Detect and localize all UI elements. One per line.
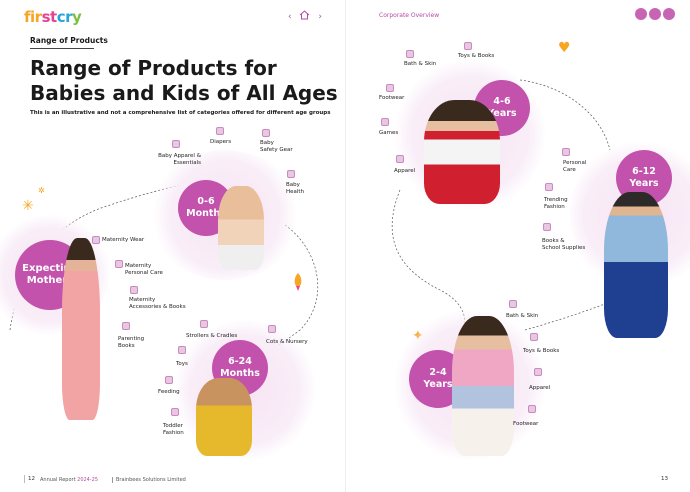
rocket-icon <box>290 272 306 296</box>
section-label: Range of Products <box>30 36 108 45</box>
baby-apparel-icon <box>172 140 180 148</box>
mother-photo <box>62 238 100 420</box>
category-label: Footwear <box>513 421 539 427</box>
books-icon <box>122 322 130 330</box>
category-label: Maternity Personal Care <box>125 263 163 276</box>
footer-company: Brainbees Solutions Limited <box>116 477 186 483</box>
sparkle-icon: ✳ <box>22 198 34 214</box>
right-page-number: 13 <box>661 476 668 482</box>
firstcry-logo: firstcry <box>24 8 82 26</box>
apparel-icon <box>534 368 542 376</box>
sparkle-icon: ✲ <box>38 186 45 195</box>
footwear-icon <box>386 84 394 92</box>
footwear-icon <box>528 405 536 413</box>
cots-icon <box>268 325 276 333</box>
diapers-icon <box>216 127 224 135</box>
category-label: Cots & Nursery <box>266 339 308 345</box>
category-label: Toys & Books <box>458 53 495 59</box>
page-icon-group <box>635 8 675 20</box>
maternity-wear-icon <box>92 236 100 244</box>
footer-rule <box>24 475 25 483</box>
search-icon[interactable] <box>649 8 661 20</box>
footer-separator <box>112 477 113 483</box>
sun-icon[interactable] <box>635 8 647 20</box>
toys-icon <box>178 346 186 354</box>
category-label: Baby Apparel & Essentials <box>158 153 201 166</box>
category-label: Trending Fashion <box>544 197 568 210</box>
category-label: Parenting Books <box>118 336 145 349</box>
personal-care-icon <box>115 260 123 268</box>
accessories-icon <box>130 286 138 294</box>
strollers-icon <box>200 320 208 328</box>
toys-books-icon <box>464 42 472 50</box>
next-page-arrow[interactable]: › <box>318 12 322 22</box>
category-label: Personal Care <box>563 160 587 173</box>
section-underline <box>30 48 94 49</box>
boy-photo <box>604 192 668 338</box>
page-fold <box>345 0 346 492</box>
fashion-icon <box>545 183 553 191</box>
category-label: Books & School Supplies <box>542 238 586 251</box>
apparel-icon <box>396 155 404 163</box>
footer-report: Annual Report 2024-25 <box>40 477 99 483</box>
page-title: Range of Products for Babies and Kids of… <box>30 56 338 105</box>
bath-icon <box>406 50 414 58</box>
category-label: Toddler Fashion <box>163 423 184 436</box>
page-subtitle: This is an illustrative and not a compre… <box>30 110 331 116</box>
category-label: Diapers <box>210 139 232 145</box>
toys-books-icon <box>530 333 538 341</box>
personal-care-icon <box>562 148 570 156</box>
category-label: Bath & Skin <box>506 313 539 319</box>
home-icon[interactable] <box>299 10 310 23</box>
category-label: Footwear <box>379 95 405 101</box>
menu-icon[interactable] <box>663 8 675 20</box>
toddler-photo <box>196 378 252 456</box>
school-supplies-icon <box>543 223 551 231</box>
category-label: Apparel <box>394 168 416 174</box>
safety-gear-icon <box>262 129 270 137</box>
category-label: Baby Health <box>286 182 305 195</box>
category-label: Strollers & Cradles <box>186 333 238 339</box>
toddler-fashion-icon <box>171 408 179 416</box>
category-label: Games <box>379 130 399 136</box>
breadcrumb[interactable]: Corporate Overview <box>379 12 440 19</box>
category-label: Toys <box>176 361 188 367</box>
category-label: Maternity Accessories & Books <box>129 297 186 310</box>
bath-icon <box>509 300 517 308</box>
category-label: Feeding <box>158 389 180 395</box>
category-label: Apparel <box>529 385 551 391</box>
feeding-icon <box>165 376 173 384</box>
heart-icon: ♥ <box>558 40 571 56</box>
baby-health-icon <box>287 170 295 178</box>
games-icon <box>381 118 389 126</box>
baby-photo <box>218 186 264 270</box>
toddler-girl-photo <box>452 316 514 456</box>
prev-page-arrow[interactable]: ‹ <box>288 12 292 22</box>
page-navigation: ‹ › <box>288 10 322 23</box>
category-label: Maternity Wear <box>102 237 145 243</box>
category-label: Bath & Skin <box>404 61 437 67</box>
category-label: Baby Safety Gear <box>260 140 293 153</box>
left-page-number: 12 <box>28 476 35 482</box>
category-label: Toys & Books <box>523 348 560 354</box>
girl-photo <box>424 100 500 204</box>
